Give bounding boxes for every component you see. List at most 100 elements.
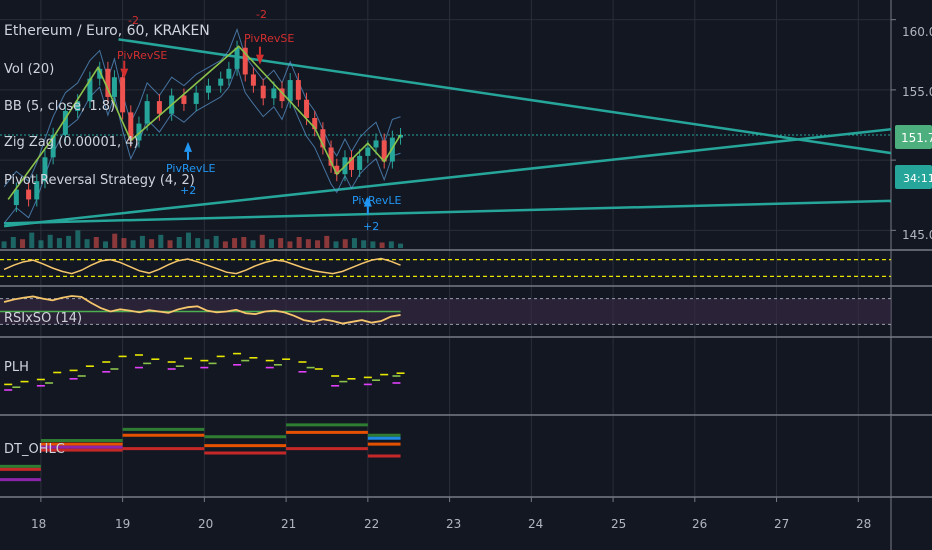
x-tick-label: 18 [31, 517, 46, 531]
candle-body [328, 147, 334, 166]
volume-bar [167, 240, 173, 248]
x-tick-label: 22 [364, 517, 379, 531]
signal-arrow [120, 68, 129, 79]
candle-body [373, 140, 379, 148]
study-legend-pivot-reversal[interactable]: Pivot Reversal Strategy (4, 2) [4, 173, 195, 188]
trendline-base [4, 199, 892, 225]
candle-body [226, 68, 232, 79]
volume-bar [10, 237, 16, 248]
y-tick-label: 145.00 [902, 228, 932, 242]
candle-body [279, 88, 285, 102]
plh-legend[interactable]: PLH [4, 360, 29, 375]
x-axis-labels: 18 19 20 21 22 23 24 25 26 27 28 [31, 517, 871, 531]
candle-body [334, 165, 340, 175]
candle-body [34, 181, 40, 200]
volume-bar [259, 234, 265, 248]
candle-body [348, 157, 354, 170]
volume-bar [38, 240, 44, 248]
candle-body [193, 92, 199, 104]
signal-label: PivRevSE [244, 32, 294, 45]
volume-bar [287, 241, 293, 248]
volume-bar [47, 234, 53, 248]
candle-body [304, 99, 310, 118]
bb-upper [3, 27, 401, 188]
chart-title: Ethereum / Euro, 60, KRAKEN [4, 23, 210, 39]
candle-body [181, 95, 187, 104]
x-tick-label: 28 [856, 517, 871, 531]
volume-bar [324, 235, 330, 248]
volume-bar [342, 239, 348, 248]
candle-body [205, 85, 211, 93]
study-legend-zigzag[interactable]: Zig Zag (0.00001, 4) [4, 135, 139, 150]
volume-bar [379, 242, 385, 248]
candle-body [62, 110, 68, 135]
volume-bar [158, 234, 164, 248]
signal-count: -2 [256, 8, 267, 21]
rsixso-pane [0, 295, 891, 325]
candle-body [218, 78, 224, 86]
dt-ohlc-legend[interactable]: DT_OHLC [4, 442, 65, 457]
study-legend-bb[interactable]: BB (5, close, 1.8) [4, 99, 116, 114]
candle-body [111, 77, 117, 97]
candle-body [320, 129, 326, 148]
candle-body [128, 112, 134, 141]
oscillator-pane [0, 257, 891, 277]
volume-bar [222, 241, 228, 248]
volume-bar [185, 232, 191, 248]
candle-body [87, 78, 93, 102]
current-price-tag [895, 125, 932, 149]
signal-count: +2 [363, 220, 379, 233]
candle-body [144, 101, 150, 124]
candlesticks [3, 27, 404, 224]
volume-bar [66, 235, 72, 248]
volume-bar [278, 238, 284, 248]
x-tick-label: 20 [198, 517, 213, 531]
volume-bar [204, 239, 210, 248]
volume-bar [315, 240, 321, 248]
study-legend-volume[interactable]: Vol (20) [4, 62, 55, 77]
volume-bar [121, 238, 127, 248]
volume-bar [139, 235, 145, 248]
candle-body [250, 74, 256, 86]
rsixso-legend[interactable]: RSIxSO (14) [4, 311, 83, 326]
volume-bar [56, 238, 62, 248]
volume-bar [398, 243, 404, 248]
volume-bar [84, 239, 90, 248]
grid-lines [0, 0, 891, 497]
volume-bar [241, 237, 247, 248]
current-price-label: 151.79 [901, 131, 932, 145]
volume-bar [176, 237, 182, 248]
volume-bar [130, 240, 136, 248]
candle-body [260, 85, 266, 99]
dt-ohlc-pane [0, 423, 401, 482]
volume-bar [195, 238, 201, 248]
volume-bar [112, 233, 118, 248]
candle-body [13, 189, 19, 206]
candle-body [242, 47, 248, 75]
candle-body [156, 101, 162, 114]
x-tick-label: 24 [528, 517, 543, 531]
rsi-line [3, 295, 401, 325]
candle-body [97, 68, 103, 79]
signal-count: +2 [180, 184, 196, 197]
volume-bar [305, 239, 311, 248]
signal-label: PivRevSE [117, 49, 167, 62]
volume-bar [1, 241, 7, 248]
signal-arrow [255, 54, 264, 65]
volume-bar [333, 241, 339, 248]
signal-arrow [363, 196, 372, 207]
candle-body [295, 80, 301, 100]
countdown-label: 34:11 [903, 172, 932, 185]
candle-body [234, 47, 240, 69]
volume-bar [20, 239, 26, 248]
volume-bar [213, 235, 219, 248]
volume-bar [250, 240, 256, 248]
x-tick-label: 21 [281, 517, 296, 531]
candle-body [26, 189, 32, 200]
volume-bar [351, 238, 357, 248]
signal-label: PivRevLE [352, 194, 402, 207]
x-tick-label: 23 [446, 517, 461, 531]
axes [40, 19, 896, 502]
